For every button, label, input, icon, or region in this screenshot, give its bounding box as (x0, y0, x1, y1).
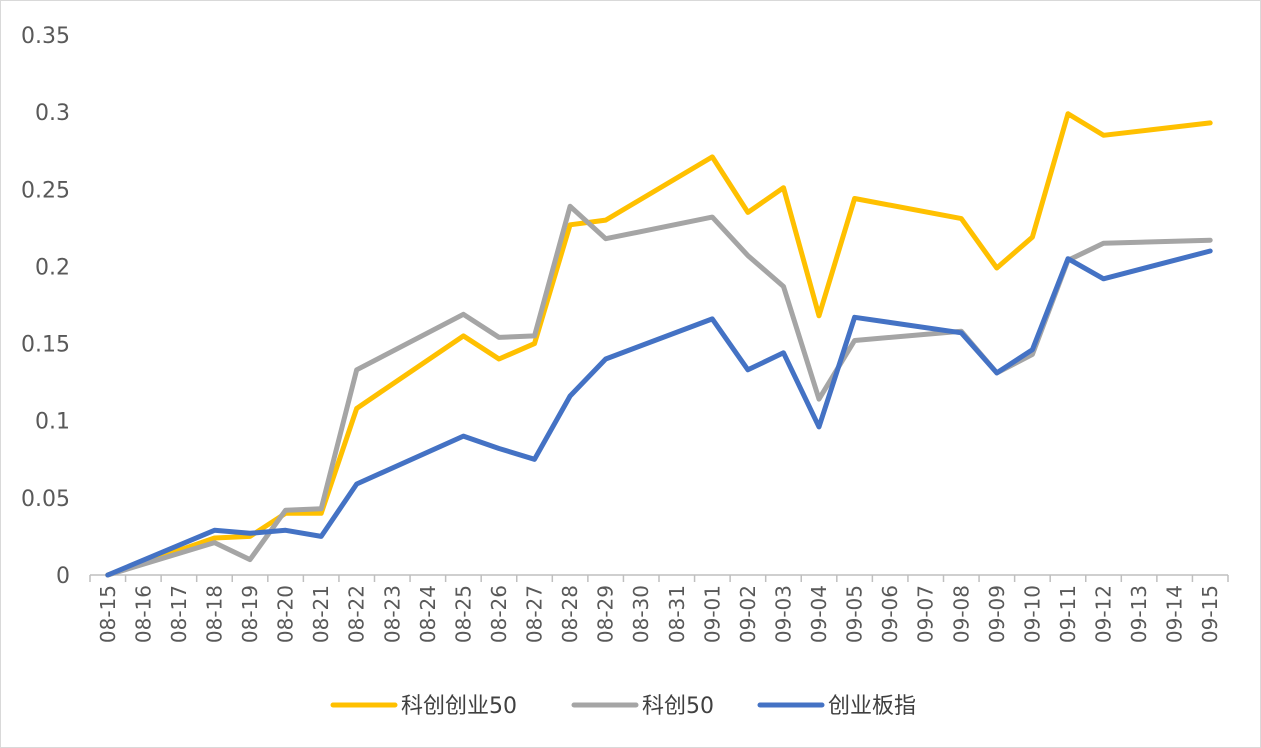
x-tick-label: 08-22 (345, 585, 369, 643)
x-tick-label: 08-28 (558, 585, 582, 643)
x-tick-label: 08-24 (416, 585, 440, 643)
legend-label: 创业板指 (828, 694, 916, 719)
x-axis: 08-15 08-16 08-17 08-18 08-19 08-20 08-21 08-22… (89, 574, 1229, 643)
x-tick-label: 09-01 (700, 585, 724, 643)
x-tick-label: 09-07 (914, 585, 938, 643)
x-tick-label: 09-13 (1127, 585, 1151, 643)
x-tick-label: 08-23 (380, 585, 404, 643)
y-tick-label: 0.3 (35, 101, 70, 126)
y-tick-label: 0 (56, 564, 70, 589)
series-line (105, 111, 1213, 578)
series-lines (105, 111, 1213, 578)
x-tick-label: 09-11 (1056, 585, 1080, 643)
y-tick-label: 0.15 (21, 333, 70, 358)
x-tick-label: 09-04 (807, 585, 831, 643)
legend-label: 科创50 (642, 694, 714, 719)
x-tick-label: 08-26 (487, 585, 511, 643)
x-tick-label: 08-19 (238, 585, 262, 643)
x-tick-label: 09-08 (949, 585, 973, 643)
x-tick-label: 09-09 (985, 585, 1009, 643)
x-tick-label: 08-30 (629, 585, 653, 643)
x-tick-label: 08-27 (523, 585, 547, 643)
legend-label: 科创创业50 (401, 694, 517, 719)
x-tick-label: 08-29 (594, 585, 618, 643)
x-tick-label: 08-15 (96, 585, 120, 643)
y-tick-label: 0.25 (21, 178, 70, 203)
x-tick-label: 09-06 (878, 585, 902, 643)
x-tick-label: 08-31 (665, 585, 689, 643)
series-line (105, 248, 1213, 578)
legend: 科创创业50 科创50 创业板指 (330, 694, 916, 719)
y-tick-label: 0.2 (35, 255, 70, 280)
x-tick-label: 09-10 (1020, 585, 1044, 643)
x-tick-label: 08-17 (167, 585, 191, 643)
x-tick-label: 09-05 (843, 585, 867, 643)
y-tick-label: 0.35 (21, 24, 70, 49)
x-tick-label: 09-15 (1198, 585, 1222, 643)
x-tick-label: 09-14 (1163, 585, 1187, 643)
x-tick-label: 09-03 (771, 585, 795, 643)
y-tick-label: 0.05 (21, 487, 70, 512)
y-tick-label: 0.1 (35, 410, 70, 435)
x-tick-label: 09-02 (736, 585, 760, 643)
y-axis-ticks: 0 0.05 0.1 0.15 0.2 0.25 0.3 0.35 (21, 24, 70, 589)
x-tick-label: 09-12 (1092, 585, 1116, 643)
x-tick-label: 08-25 (451, 585, 475, 643)
x-tick-label: 08-16 (131, 585, 155, 643)
x-tick-label: 08-21 (309, 585, 333, 643)
x-tick-label: 08-20 (274, 585, 298, 643)
x-tick-label: 08-18 (202, 585, 226, 643)
